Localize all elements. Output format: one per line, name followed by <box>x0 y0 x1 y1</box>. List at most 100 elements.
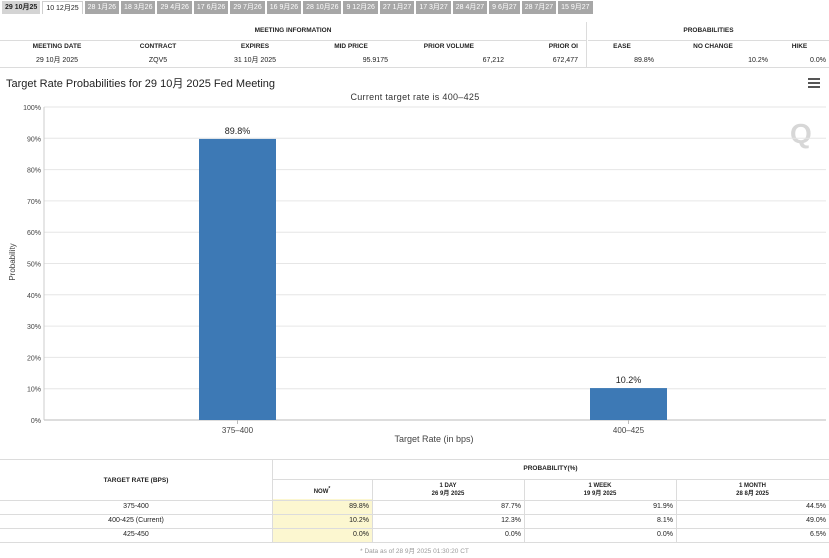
x-axis-label: Target Rate (in bps) <box>394 434 473 444</box>
ease-header: EASE <box>588 40 656 52</box>
contract-header: CONTRACT <box>114 40 202 52</box>
y-tick-label: 20% <box>27 355 41 362</box>
y-tick-label: 0% <box>31 418 41 425</box>
hike-header: HIKE <box>770 40 829 52</box>
tab-meeting-6[interactable]: 17 6月26 <box>193 1 229 14</box>
watermark-logo: Q <box>790 118 812 149</box>
y-tick-label: 70% <box>27 199 41 206</box>
probability-group-header: PROBABILITY(%) <box>523 465 578 472</box>
table-border <box>0 459 829 460</box>
table-border <box>524 479 525 543</box>
y-tick-labels: 0% 10% 20% 30% 40% 50% 60% 70% 80% 90% 100% <box>23 105 41 425</box>
probability-table: TARGET RATE (BPS) PROBABILITY(%) NOW* 1 … <box>0 459 829 558</box>
bar[interactable] <box>590 388 667 420</box>
target-rate-header: TARGET RATE (BPS) <box>103 477 169 484</box>
y-tick-label: 90% <box>27 136 41 143</box>
info-bottom-border <box>0 67 829 68</box>
rate-cell: 425-450 <box>123 531 149 538</box>
one-week-header: 1 WEEK 19 9月 2025 <box>583 483 617 497</box>
tab-meeting-2[interactable]: 10 12月25 <box>42 1 83 14</box>
bar-value-label: 10.2% <box>616 375 642 385</box>
table-border <box>0 500 829 501</box>
expires-value: 31 10月 2025 <box>233 57 277 64</box>
table-border <box>272 459 273 543</box>
data-timestamp-note: * Data as of 28 9月 2025 01:30:20 CT <box>360 548 469 555</box>
table-border <box>676 479 677 543</box>
prior-oi-value: 672,477 <box>552 57 578 64</box>
now-header: NOW* <box>313 486 331 495</box>
one-month-header: 1 MONTH 28 8月 2025 <box>736 483 769 497</box>
meeting-info-table: MEETING INFORMATION PROBABILITIES MEETIN… <box>0 22 829 68</box>
tab-meeting-10[interactable]: 9 12月26 <box>343 1 378 14</box>
meeting-date-value: 29 10月 2025 <box>35 57 79 64</box>
no-change-header: NO CHANGE <box>656 40 770 52</box>
tab-meeting-8[interactable]: 16 9月26 <box>266 1 302 14</box>
one-month-cell: 6.5% <box>810 531 826 538</box>
tab-meeting-5[interactable]: 29 4月26 <box>157 1 192 14</box>
one-week-cell: 0.0% <box>657 531 673 538</box>
one-month-cell: 44.5% <box>806 503 826 510</box>
chart-menu-icon[interactable] <box>808 78 820 88</box>
meeting-date-tabs: 29 10月25 10 12月25 28 1月26 18 3月26 29 4月2… <box>0 0 829 15</box>
rate-cell: 400-425 (Current) <box>108 517 164 524</box>
now-cell: 10.2% <box>349 517 369 524</box>
contract-value: ZQV5 <box>148 57 168 64</box>
group-divider <box>586 22 587 68</box>
tab-meeting-11[interactable]: 27 1月27 <box>379 1 415 14</box>
y-tick-label: 60% <box>27 230 41 237</box>
table-border <box>272 479 829 480</box>
table-border <box>0 514 829 515</box>
chart-title: Target Rate Probabilities for 29 10月 202… <box>6 78 276 90</box>
x-tick-label: 375–400 <box>222 426 254 435</box>
now-column-highlight <box>272 499 372 543</box>
ease-value: 89.8% <box>634 57 654 64</box>
x-tick-labels: 375–400 400–425 <box>222 420 645 435</box>
table-border <box>0 542 829 543</box>
one-day-cell: 12.3% <box>501 517 521 524</box>
tab-meeting-12[interactable]: 17 3月27 <box>416 1 451 14</box>
rate-cell: 375-400 <box>123 503 149 510</box>
now-cell: 0.0% <box>353 531 369 538</box>
chart-subtitle: Current target rate is 400–425 <box>350 92 480 102</box>
one-week-cell: 91.9% <box>653 503 673 510</box>
tab-meeting-13[interactable]: 28 4月27 <box>452 1 488 14</box>
tab-meeting-7[interactable]: 29 7月26 <box>230 1 265 14</box>
bar-value-label: 89.8% <box>225 126 251 136</box>
table-border <box>372 479 373 543</box>
bar[interactable] <box>199 138 276 420</box>
one-day-cell: 87.7% <box>501 503 521 510</box>
one-day-cell: 0.0% <box>505 531 521 538</box>
tab-meeting-4[interactable]: 18 3月26 <box>121 1 156 14</box>
one-week-cell: 8.1% <box>657 517 673 524</box>
y-tick-label: 10% <box>27 387 41 394</box>
hike-value: 0.0% <box>810 57 826 64</box>
tab-meeting-1[interactable]: 29 10月25 <box>2 1 41 14</box>
prior-oi-header: PRIOR OI <box>504 40 586 52</box>
x-tick-label: 400–425 <box>613 426 645 435</box>
tab-meeting-3[interactable]: 28 1月26 <box>84 1 120 14</box>
prior-volume-value: 67,212 <box>482 57 504 64</box>
meeting-date-header: MEETING DATE <box>0 40 114 52</box>
y-tick-label: 30% <box>27 324 41 331</box>
no-change-value: 10.2% <box>748 57 768 64</box>
tab-meeting-16[interactable]: 15 9月27 <box>558 1 593 14</box>
table-border <box>0 528 829 529</box>
y-tick-label: 100% <box>23 105 41 112</box>
one-day-header: 1 DAY 26 9月 2025 <box>431 483 465 497</box>
prior-volume-header: PRIOR VOLUME <box>394 40 504 52</box>
y-tick-label: 40% <box>27 293 41 300</box>
one-month-cell: 49.0% <box>806 517 826 524</box>
tab-meeting-9[interactable]: 28 10月26 <box>303 1 342 14</box>
y-tick-label: 80% <box>27 168 41 175</box>
bar-chart: 0% 10% 20% 30% 40% 50% 60% 70% 80% 90% 100% 89.8% 1… <box>8 105 826 444</box>
mid-price-header: MID PRICE <box>308 40 394 52</box>
tab-meeting-15[interactable]: 28 7月27 <box>521 1 557 14</box>
probabilities-heading: PROBABILITIES <box>683 27 734 34</box>
meeting-info-heading: MEETING INFORMATION <box>254 27 332 34</box>
y-axis-label: Probability <box>8 243 17 280</box>
mid-price-value: 95.9175 <box>362 57 388 64</box>
gridlines <box>43 106 826 421</box>
tab-meeting-14[interactable]: 9 6月27 <box>489 1 520 14</box>
expires-header: EXPIRES <box>202 40 308 52</box>
bars: 89.8% 10.2% <box>199 126 667 420</box>
